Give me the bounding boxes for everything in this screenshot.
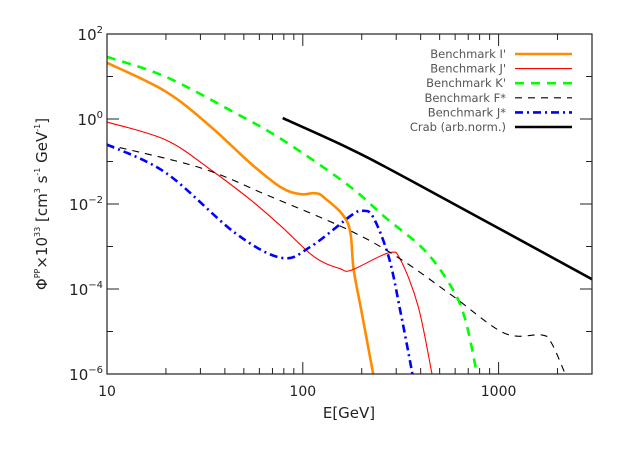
y-tick-label: 102 xyxy=(78,25,103,44)
series-line-benchmark-i xyxy=(107,61,375,374)
series-curves xyxy=(107,55,592,374)
legend-label: Benchmark F* xyxy=(424,91,506,105)
series-line-benchmark-j xyxy=(107,121,433,374)
legend-label: Benchmark J' xyxy=(430,62,506,76)
legend: Benchmark I'Benchmark J'Benchmark K'Benc… xyxy=(410,47,572,134)
legend-label: Benchmark I' xyxy=(430,47,506,61)
x-tick-labels: 10 100 1000 xyxy=(98,384,516,400)
legend-label: Crab (arb.norm.) xyxy=(410,120,506,134)
axis-ticks xyxy=(106,33,593,375)
series-line-benchmark-f xyxy=(107,144,566,374)
series-line-benchmark-j xyxy=(107,143,414,374)
y-tick-label: 10−2 xyxy=(69,195,103,214)
series-line-benchmark-k xyxy=(107,55,479,374)
y-tick-labels: 102 100 10−2 10−4 10−6 xyxy=(69,25,103,384)
series-line-crab-arb-norm xyxy=(282,116,592,281)
y-tick-label: 100 xyxy=(78,110,103,129)
x-tick-label: 10 xyxy=(98,384,116,400)
legend-label: Benchmark K' xyxy=(426,76,506,90)
x-tick-label: 1000 xyxy=(481,384,517,400)
x-tick-label: 100 xyxy=(289,384,316,400)
y-tick-label: 10−4 xyxy=(69,280,103,299)
y-axis-label: ΦPP×1033 [cm3 s-1 GeV-1] xyxy=(33,118,51,290)
plot-frame xyxy=(106,33,593,375)
legend-label: Benchmark J* xyxy=(428,105,507,119)
y-tick-label: 10−6 xyxy=(69,365,103,384)
x-axis-label: E[GeV] xyxy=(323,404,375,422)
